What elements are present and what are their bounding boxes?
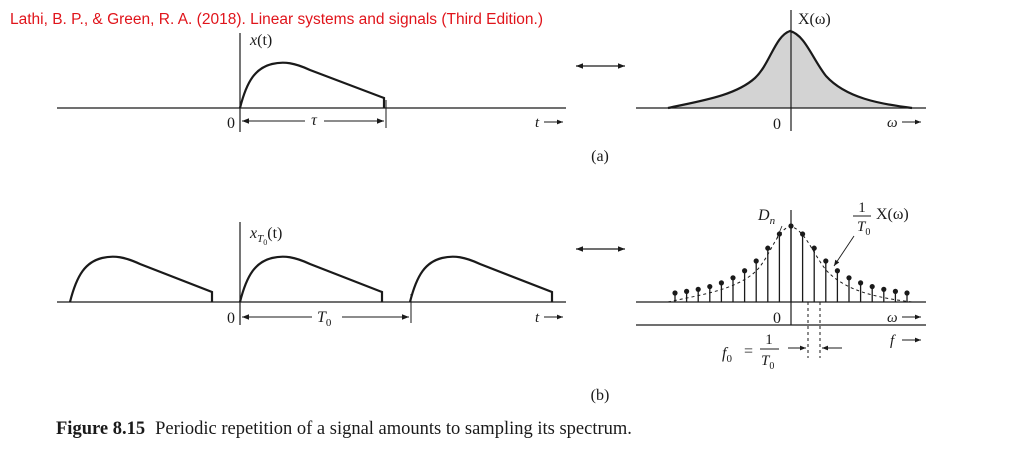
spectral-sample-dot xyxy=(858,280,864,286)
envelope-pointer-arrow xyxy=(833,235,855,267)
pulse-right xyxy=(408,255,554,303)
origin-label-a: 0 xyxy=(227,115,235,132)
spectral-sample-dot xyxy=(718,280,725,286)
f-axis-label: f xyxy=(890,333,896,349)
envelope-scale-numerator: 1 xyxy=(858,200,866,216)
spectral-sample-dot xyxy=(753,258,759,264)
figure-caption-text: Periodic repetition of a signal amounts … xyxy=(155,419,632,439)
panel-a-signal: τ x(t) 0 t xyxy=(57,32,566,132)
spectral-sample-dot xyxy=(823,258,829,264)
panel-b-spectrum: Dn 1 T0 X(ω) 0 ω f f0 = 1 T0 xyxy=(636,200,926,372)
spectrum-fill-a xyxy=(668,31,912,108)
envelope-x-omega-label: X(ω) xyxy=(876,206,909,223)
panel-b-signal: T0 xT0(t) 0 t xyxy=(57,222,566,329)
f0-definition: f0 = 1 T0 xyxy=(722,332,779,372)
pulse-x-t xyxy=(238,61,386,109)
spectral-sample-dot xyxy=(707,283,713,290)
omega-axis-label-b: ω xyxy=(887,310,898,326)
dn-pointer xyxy=(776,225,783,239)
f0-symbol: f0 xyxy=(722,345,732,365)
spectral-sample-dot xyxy=(869,283,875,290)
spectral-sample-dot xyxy=(892,288,899,294)
spectral-sample-dot xyxy=(834,268,841,274)
spectral-sample-dot xyxy=(684,288,690,294)
spectral-sample-dot xyxy=(730,275,736,281)
envelope-curve xyxy=(667,225,913,303)
dn-label: Dn xyxy=(757,207,776,227)
spectrum-origin-b: 0 xyxy=(773,310,781,327)
spectral-sample-dot xyxy=(881,286,887,292)
spectral-sample-dot xyxy=(742,268,748,274)
spectral-sample-dot xyxy=(765,245,771,251)
spectral-sample-dot xyxy=(904,290,910,296)
envelope-scale-denominator: T0 xyxy=(857,219,870,238)
pulse-center xyxy=(238,255,384,303)
x-omega-label: X(ω) xyxy=(798,11,831,28)
origin-label-b: 0 xyxy=(227,310,235,327)
caption-a: (a) xyxy=(591,148,609,165)
pulse-left xyxy=(68,255,214,303)
periodic-pulses xyxy=(68,255,554,303)
f0-numerator: 1 xyxy=(765,332,773,348)
citation-text: Lathi, B. P., & Green, R. A. (2018). Lin… xyxy=(10,11,543,28)
x-t0-label: xT0(t) xyxy=(249,225,282,247)
spectral-sample-dot xyxy=(800,231,806,237)
period-label: T0 xyxy=(317,309,332,329)
spectrum-origin-a: 0 xyxy=(773,116,781,133)
figure-number: Figure 8.15 xyxy=(56,419,145,439)
t-axis-label-b: t xyxy=(535,310,540,326)
tau-label: τ xyxy=(311,112,318,129)
spectral-sample-dot xyxy=(811,245,817,251)
f0-denominator: T0 xyxy=(761,353,774,372)
spectral-sample-dot xyxy=(846,275,852,281)
caption-b: (b) xyxy=(591,387,610,404)
x-t-label: x(t) xyxy=(249,32,272,49)
figure-caption: Figure 8.15 Periodic repetition of a sign… xyxy=(56,419,632,439)
panel-a-spectrum: X(ω) 0 ω xyxy=(636,10,926,133)
spectral-sample-dot xyxy=(672,290,678,296)
spectral-sample-dot xyxy=(695,286,701,292)
t-axis-label-a: t xyxy=(535,115,540,131)
f0-equals: = xyxy=(744,343,753,360)
spectrum-curve-x-omega xyxy=(667,29,913,110)
omega-axis-label-a: ω xyxy=(887,115,898,131)
